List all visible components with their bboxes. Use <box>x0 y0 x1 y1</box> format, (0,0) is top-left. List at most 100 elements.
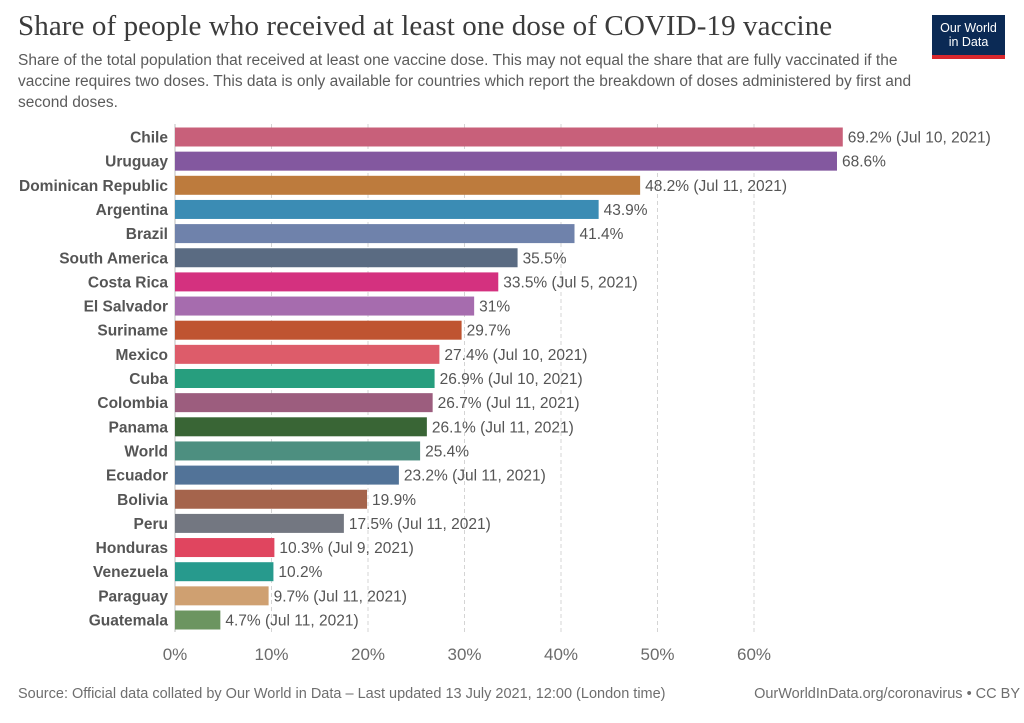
bar-row[interactable]: Uruguay 68.6% <box>105 151 886 171</box>
data-label: 43.9% <box>604 202 648 219</box>
bar[interactable] <box>175 538 275 558</box>
data-label: 26.1% (Jul 11, 2021) <box>432 419 574 436</box>
data-label: 31% <box>479 299 510 316</box>
data-label: 17.5% (Jul 11, 2021) <box>349 516 491 533</box>
x-tick-label: 30% <box>447 645 481 664</box>
bar[interactable] <box>175 393 433 413</box>
category-label: Honduras <box>96 540 168 557</box>
x-tick-label: 0% <box>163 645 188 664</box>
category-label: Ecuador <box>106 468 168 485</box>
bar-row[interactable]: Argentina 43.9% <box>96 199 648 219</box>
category-label: Cuba <box>129 371 168 388</box>
bar-row[interactable]: Dominican Republic 48.2% (Jul 11, 2021) <box>19 175 787 195</box>
source-url-link[interactable]: OurWorldInData.org/coronavirus • CC BY <box>754 686 1020 702</box>
category-label: Paraguay <box>98 588 168 605</box>
bar[interactable] <box>175 248 518 268</box>
data-label: 26.7% (Jul 11, 2021) <box>438 395 580 412</box>
bar-row[interactable]: Paraguay 9.7% (Jul 11, 2021) <box>98 586 407 606</box>
data-label: 48.2% (Jul 11, 2021) <box>645 178 787 195</box>
data-label: 41.4% <box>580 226 624 243</box>
bar[interactable] <box>175 489 368 509</box>
bar[interactable] <box>175 610 221 630</box>
bar[interactable] <box>175 199 599 219</box>
category-label: Argentina <box>96 202 169 219</box>
category-label: Uruguay <box>105 154 168 171</box>
x-axis-ticks: 0% 10% 20% 30% 40% 50% 60% <box>163 645 771 664</box>
category-label: Costa Rica <box>88 274 168 291</box>
data-label: 27.4% (Jul 10, 2021) <box>444 347 587 364</box>
category-label: South America <box>59 250 168 267</box>
bar[interactable] <box>175 224 575 244</box>
bar[interactable] <box>175 562 274 582</box>
bar[interactable] <box>175 175 641 195</box>
logo-line-2: in Data <box>948 35 989 49</box>
category-label: Guatemala <box>89 613 169 630</box>
data-label: 4.7% (Jul 11, 2021) <box>225 613 358 630</box>
bar-row[interactable]: Bolivia 19.9% <box>117 489 416 509</box>
chart-title: Share of people who received at least on… <box>18 10 833 42</box>
bar-row[interactable]: Venezuela 10.2% <box>93 562 323 582</box>
data-label: 33.5% (Jul 5, 2021) <box>503 274 637 291</box>
x-tick-label: 50% <box>640 645 674 664</box>
bar[interactable] <box>175 344 440 364</box>
category-label: Panama <box>109 419 169 436</box>
category-label: Brazil <box>126 226 168 243</box>
data-label: 26.9% (Jul 10, 2021) <box>440 371 583 388</box>
bar-row[interactable]: Costa Rica 33.5% (Jul 5, 2021) <box>88 272 638 292</box>
bar-row[interactable]: Mexico 27.4% (Jul 10, 2021) <box>115 344 587 364</box>
bar-rows: Chile 69.2% (Jul 10, 2021) Uruguay 68.6% Dom… <box>19 127 991 630</box>
data-label: 35.5% <box>523 250 567 267</box>
bar-row[interactable]: World 25.4% <box>124 441 469 461</box>
category-label: Colombia <box>97 395 168 412</box>
bar[interactable] <box>175 513 344 533</box>
bar-row[interactable]: South America 35.5% <box>59 248 567 268</box>
data-label: 29.7% <box>467 323 511 340</box>
chart-subtitle: Share of the total population that recei… <box>18 52 912 111</box>
bar[interactable] <box>175 151 837 171</box>
bar-row[interactable]: Panama 26.1% (Jul 11, 2021) <box>109 417 574 437</box>
bar-row[interactable]: Brazil 41.4% <box>126 224 624 244</box>
data-label: 19.9% <box>372 492 416 509</box>
owid-logo[interactable]: Our World in Data <box>932 15 1005 59</box>
category-label: Mexico <box>115 347 168 364</box>
bar-row[interactable]: Guatemala 4.7% (Jul 11, 2021) <box>89 610 359 630</box>
bar[interactable] <box>175 296 475 316</box>
bar-row[interactable]: Peru 17.5% (Jul 11, 2021) <box>134 513 491 533</box>
x-tick-label: 10% <box>254 645 288 664</box>
data-label: 10.2% <box>278 564 322 581</box>
bar-row[interactable]: El Salvador 31% <box>84 296 511 316</box>
data-label: 69.2% (Jul 10, 2021) <box>848 130 991 147</box>
bar-row[interactable]: Suriname 29.7% <box>97 320 511 340</box>
bar-row[interactable]: Colombia 26.7% (Jul 11, 2021) <box>97 393 580 413</box>
bar-row[interactable]: Honduras 10.3% (Jul 9, 2021) <box>96 538 414 558</box>
category-label: Venezuela <box>93 564 168 581</box>
bar[interactable] <box>175 465 399 485</box>
category-label: El Salvador <box>84 299 168 316</box>
x-tick-label: 60% <box>737 645 771 664</box>
bar-row[interactable]: Cuba 26.9% (Jul 10, 2021) <box>129 369 583 388</box>
category-label: Chile <box>130 130 168 147</box>
bar[interactable] <box>175 127 843 147</box>
bar[interactable] <box>175 272 499 292</box>
bar-row[interactable]: Chile 69.2% (Jul 10, 2021) <box>130 127 991 147</box>
category-label: Suriname <box>97 323 168 340</box>
data-label: 25.4% <box>425 443 469 460</box>
logo-line-1: Our World <box>940 21 997 35</box>
data-label: 23.2% (Jul 11, 2021) <box>404 468 546 485</box>
category-label: World <box>124 443 168 460</box>
category-label: Peru <box>134 516 168 533</box>
bar-row[interactable]: Ecuador 23.2% (Jul 11, 2021) <box>106 465 546 485</box>
category-label: Dominican Republic <box>19 178 168 195</box>
bar[interactable] <box>175 586 269 606</box>
bar[interactable] <box>175 369 435 388</box>
bar[interactable] <box>175 441 421 461</box>
category-label: Bolivia <box>117 492 168 509</box>
x-tick-label: 40% <box>544 645 578 664</box>
data-label: 10.3% (Jul 9, 2021) <box>279 540 413 557</box>
bar[interactable] <box>175 417 427 437</box>
data-label: 9.7% (Jul 11, 2021) <box>274 588 407 605</box>
bar[interactable] <box>175 320 462 340</box>
source-note: Source: Official data collated by Our Wo… <box>18 686 666 702</box>
x-tick-label: 20% <box>351 645 385 664</box>
